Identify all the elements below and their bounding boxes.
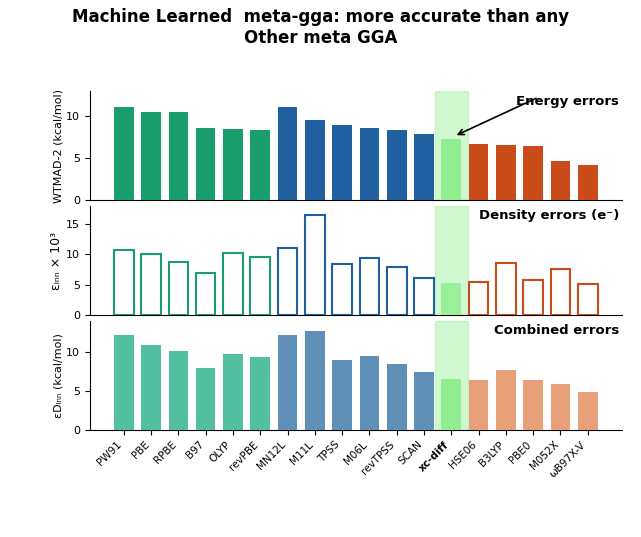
Bar <box>551 384 570 430</box>
Bar <box>435 321 468 430</box>
Bar <box>523 146 543 200</box>
Bar <box>114 250 133 315</box>
Bar <box>169 262 188 315</box>
Bar <box>414 134 434 200</box>
Bar <box>114 107 133 200</box>
Bar <box>496 370 516 430</box>
Y-axis label: WTMAD-2 (kcal/mol): WTMAD-2 (kcal/mol) <box>53 89 63 202</box>
Bar <box>196 273 215 315</box>
Bar <box>442 379 461 430</box>
Text: Combined errors: Combined errors <box>494 324 619 337</box>
Bar <box>523 280 543 315</box>
Bar <box>305 331 324 430</box>
Bar <box>469 380 488 430</box>
Bar <box>414 278 434 315</box>
Bar <box>251 257 270 315</box>
Bar <box>435 206 468 315</box>
Bar <box>278 107 297 200</box>
Bar <box>578 284 597 315</box>
Bar <box>551 161 570 200</box>
Bar <box>387 364 406 430</box>
Bar <box>360 356 379 430</box>
Bar <box>141 255 161 315</box>
Bar <box>387 130 406 200</box>
Bar <box>360 258 379 315</box>
Y-axis label: εₗₙₙ × 10³: εₗₙₙ × 10³ <box>50 231 63 289</box>
Bar <box>251 129 270 200</box>
Bar <box>332 264 352 315</box>
Bar <box>523 380 543 430</box>
Bar <box>414 372 434 430</box>
Bar <box>196 368 215 430</box>
Bar <box>223 129 243 200</box>
Bar <box>469 144 488 200</box>
Text: Density errors (e⁻): Density errors (e⁻) <box>479 209 619 222</box>
Bar <box>332 360 352 430</box>
Text: Machine Learned  meta-gga: more accurate than any
Other meta GGA: Machine Learned meta-gga: more accurate … <box>72 8 569 47</box>
Bar <box>169 351 188 430</box>
Bar <box>332 125 352 200</box>
Y-axis label: εDₗₙₙ (kcal/mol): εDₗₙₙ (kcal/mol) <box>53 333 63 418</box>
Bar <box>442 139 461 200</box>
Bar <box>278 248 297 315</box>
Bar <box>223 253 243 315</box>
Bar <box>496 264 516 315</box>
Bar <box>387 267 406 315</box>
Bar <box>305 215 324 315</box>
Bar <box>169 112 188 200</box>
Bar <box>278 335 297 430</box>
Bar <box>496 144 516 200</box>
Bar <box>551 270 570 315</box>
Text: Energy errors: Energy errors <box>516 95 619 107</box>
Bar <box>141 345 161 430</box>
Bar <box>469 281 488 315</box>
Bar <box>578 391 597 430</box>
Bar <box>305 120 324 200</box>
Bar <box>435 91 468 200</box>
Bar <box>196 128 215 200</box>
Bar <box>251 357 270 430</box>
Bar <box>223 354 243 430</box>
Bar <box>578 165 597 200</box>
Bar <box>114 335 133 430</box>
Bar <box>141 112 161 200</box>
Bar <box>442 284 461 315</box>
Bar <box>360 128 379 200</box>
